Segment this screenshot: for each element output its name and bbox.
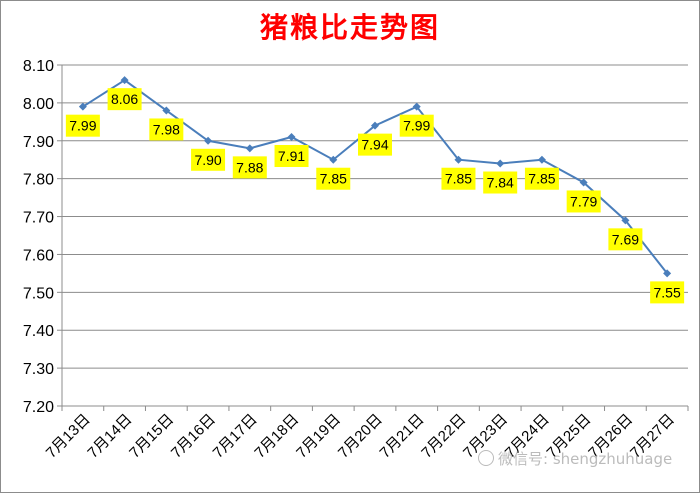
x-tick-label: 7月17日: [210, 411, 261, 462]
y-tick-label: 8.00: [23, 96, 54, 113]
x-tick-label: 7月18日: [251, 411, 302, 462]
y-tick-label: 7.20: [23, 399, 54, 416]
data-label-bg: [65, 114, 100, 137]
data-label: 7.99: [69, 118, 96, 134]
data-point: [537, 155, 546, 164]
y-tick-label: 7.40: [23, 323, 54, 340]
data-label-bg: [232, 156, 267, 179]
watermark: 微信号: shengzhuhuage: [478, 448, 672, 469]
x-tick-label: 7月14日: [84, 411, 135, 462]
data-label: 7.85: [320, 171, 347, 187]
data-label: 7.84: [487, 175, 514, 191]
data-point: [162, 106, 171, 115]
x-tick-label: 7月21日: [377, 411, 428, 462]
data-point: [496, 159, 505, 168]
data-label-bg: [524, 167, 559, 190]
watermark-text: 微信号: shengzhuhuage: [498, 450, 673, 468]
data-label-bg: [316, 167, 351, 190]
data-label-bg: [566, 190, 601, 213]
data-label-bg: [399, 114, 434, 137]
data-label-bg: [441, 167, 476, 190]
data-label: 7.55: [654, 284, 681, 300]
data-label: 7.79: [570, 193, 597, 209]
data-point: [287, 132, 296, 141]
data-point: [204, 136, 213, 145]
series-line: [82, 78, 668, 275]
data-point: [579, 178, 588, 187]
data-point: [120, 76, 129, 85]
y-tick-label: 7.60: [23, 247, 54, 264]
data-label-bg: [358, 133, 392, 156]
chart-title: 猪粮比走势图: [259, 11, 440, 44]
data-label-bg: [608, 228, 643, 251]
y-tick-label: 7.80: [23, 172, 54, 189]
data-label: 7.85: [445, 171, 472, 187]
data-label: 7.85: [528, 171, 555, 187]
data-label: 7.94: [361, 137, 388, 153]
y-tick-label: 7.50: [23, 285, 54, 302]
x-tick-label: 7月19日: [293, 411, 344, 462]
data-label: 7.90: [194, 152, 221, 168]
x-tick-label: 7月13日: [43, 411, 94, 462]
data-point: [78, 102, 87, 111]
data-label: 7.91: [278, 148, 305, 164]
data-label: 7.69: [612, 231, 639, 247]
wechat-icon: [478, 450, 494, 466]
x-tick-label: 7月20日: [335, 411, 386, 462]
data-label-bg: [191, 148, 226, 171]
data-label-bg: [483, 171, 518, 194]
data-label: 7.99: [403, 118, 430, 134]
y-tick-label: 7.30: [23, 361, 54, 378]
data-point: [412, 102, 421, 111]
x-tick-label: 7月16日: [168, 411, 219, 462]
x-tick-label: 7月22日: [418, 411, 469, 462]
data-label-bg: [274, 144, 309, 167]
data-point: [329, 155, 338, 164]
data-point: [371, 121, 379, 130]
data-label: 7.98: [153, 121, 180, 137]
data-point: [621, 216, 630, 225]
x-tick-label: 7月15日: [126, 411, 177, 462]
y-tick-label: 7.70: [23, 210, 54, 227]
data-label-bg: [107, 88, 142, 111]
data-label: 7.88: [236, 159, 263, 175]
y-tick-label: 8.10: [23, 58, 54, 75]
data-label: 8.06: [111, 91, 138, 107]
y-tick-label: 7.90: [23, 134, 54, 151]
data-point: [663, 269, 672, 278]
data-point: [454, 155, 463, 164]
data-label-bg: [650, 281, 685, 304]
data-label-bg: [149, 118, 184, 141]
data-point: [245, 144, 254, 153]
